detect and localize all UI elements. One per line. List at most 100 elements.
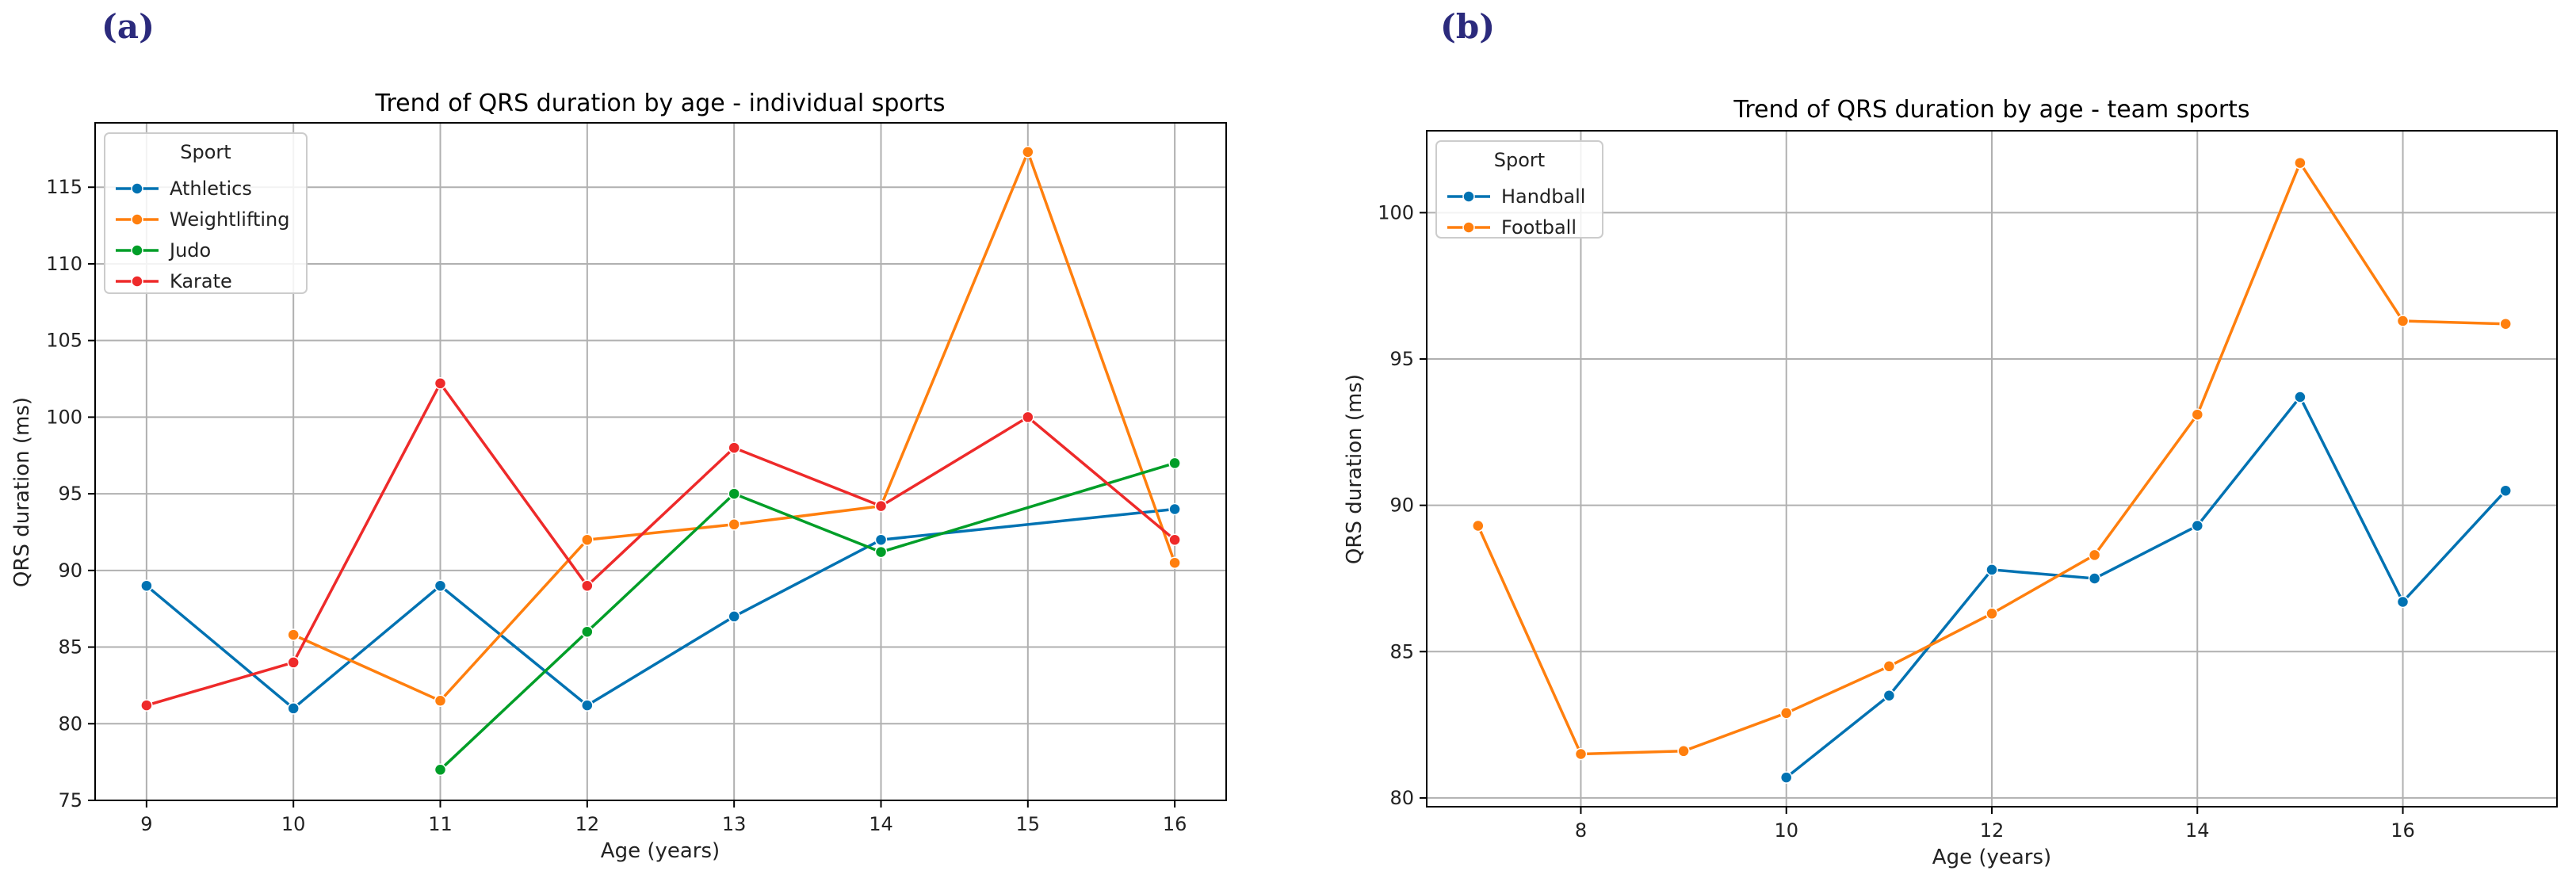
data-point-football — [1574, 747, 1588, 761]
legend-label-weightlifting: Weightlifting — [170, 208, 290, 231]
y-tick-label: 75 — [58, 789, 82, 811]
data-point-handball — [2294, 391, 2307, 403]
data-point-handball — [1882, 689, 1896, 702]
chart-title: Trend of QRS duration by age - individua… — [375, 90, 946, 117]
data-point-judo — [728, 487, 740, 500]
chart-title: Trend of QRS duration by age - team spor… — [1733, 96, 2249, 124]
legend-marker-athletics — [131, 182, 143, 195]
x-tick-label: 13 — [722, 813, 747, 835]
y-tick-label: 95 — [58, 483, 82, 505]
data-point-football — [1779, 707, 1793, 720]
data-point-athletics — [287, 702, 300, 715]
panel-label-b: (b) — [1440, 7, 1495, 46]
data-point-handball — [1779, 771, 1793, 784]
legend-box — [104, 132, 308, 294]
data-point-football — [2191, 408, 2204, 421]
data-point-karate — [1168, 533, 1181, 546]
data-point-football — [2294, 156, 2307, 170]
y-tick-label: 95 — [1389, 348, 1414, 370]
y-tick-label: 90 — [58, 559, 82, 582]
x-tick-label: 16 — [1163, 813, 1187, 835]
data-point-weightlifting — [581, 533, 594, 546]
series-line-karate — [146, 380, 1176, 707]
legend-label-judo: Judo — [168, 239, 211, 262]
y-tick-label: 100 — [46, 406, 82, 428]
legend-marker-weightlifting — [131, 213, 143, 226]
data-point-handball — [2088, 572, 2101, 585]
legend-box — [1435, 140, 1603, 239]
x-axis-label: Age (years) — [1932, 846, 2051, 869]
data-point-karate — [728, 441, 740, 454]
x-tick-label: 11 — [428, 813, 453, 835]
data-point-football — [1472, 519, 1485, 533]
x-tick-label: 12 — [575, 813, 600, 835]
data-point-football — [2088, 548, 2101, 562]
legend-marker-judo — [131, 244, 143, 257]
data-point-football — [1677, 745, 1690, 758]
x-tick-label: 8 — [1575, 819, 1587, 842]
data-point-judo — [434, 763, 447, 777]
legend-label-handball: Handball — [1501, 185, 1585, 208]
y-tick-label: 100 — [1378, 201, 1414, 223]
data-point-handball — [1986, 563, 1998, 576]
x-tick-label: 12 — [1980, 819, 2005, 842]
data-point-karate — [1022, 410, 1034, 424]
y-tick-label: 80 — [58, 712, 82, 735]
data-point-karate — [434, 377, 447, 390]
data-point-athletics — [581, 699, 594, 712]
y-tick-label: 110 — [46, 253, 82, 275]
x-tick-label: 10 — [281, 813, 306, 835]
legend-marker-handball — [1462, 190, 1475, 203]
x-tick-label: 10 — [1774, 819, 1798, 842]
data-point-football — [2396, 315, 2410, 327]
plot-area-frame — [94, 122, 1227, 801]
y-tick-label: 115 — [46, 176, 82, 198]
data-point-handball — [2191, 519, 2204, 533]
legend-label-karate: Karate — [170, 270, 232, 292]
legend-marker-karate — [131, 275, 143, 288]
data-point-football — [1986, 607, 1998, 620]
x-tick-label: 14 — [2185, 819, 2210, 842]
y-tick-label: 85 — [1389, 640, 1414, 662]
data-point-football — [2499, 317, 2512, 330]
legend-label-athletics: Athletics — [170, 178, 252, 200]
data-point-weightlifting — [1022, 146, 1034, 158]
data-point-judo — [874, 545, 888, 559]
chart-team-sports: (b) Trend of QRS duration by age - team … — [1343, 7, 2558, 869]
data-point-athletics — [140, 579, 153, 592]
data-point-athletics — [874, 533, 888, 546]
data-point-judo — [581, 625, 594, 638]
y-tick-label: 85 — [58, 636, 82, 659]
legend-label-football: Football — [1501, 216, 1577, 239]
data-point-weightlifting — [287, 628, 300, 641]
x-tick-label: 16 — [2391, 819, 2415, 842]
legend-title: Sport — [180, 141, 231, 163]
legend-marker-football — [1462, 221, 1475, 234]
y-tick-label: 80 — [1389, 787, 1414, 809]
data-point-athletics — [728, 610, 740, 623]
data-point-karate — [287, 656, 300, 669]
x-tick-label: 15 — [1016, 813, 1041, 835]
data-point-karate — [581, 579, 594, 592]
x-axis-label: Age (years) — [601, 839, 720, 863]
x-tick-label: 9 — [140, 813, 152, 835]
panel-label-a: (a) — [101, 7, 155, 46]
data-point-judo — [1168, 456, 1181, 470]
series-line-handball — [1785, 394, 2507, 779]
data-point-weightlifting — [1168, 556, 1181, 569]
y-axis-label: QRS duration (ms) — [10, 397, 34, 587]
chart-individual-sports: (a) Trend of QRS duration by age - indiv… — [10, 7, 1227, 863]
data-point-karate — [874, 499, 888, 513]
data-point-weightlifting — [728, 518, 740, 531]
legend-title: Sport — [1494, 149, 1545, 171]
data-point-handball — [2499, 484, 2512, 497]
y-tick-label: 90 — [1389, 494, 1414, 517]
x-tick-label: 14 — [869, 813, 893, 835]
data-point-athletics — [434, 579, 447, 592]
data-point-athletics — [1168, 502, 1181, 516]
data-point-weightlifting — [434, 694, 447, 708]
y-axis-label: QRS duration (ms) — [1343, 374, 1366, 564]
data-point-football — [1882, 660, 1896, 673]
data-point-karate — [140, 699, 153, 712]
